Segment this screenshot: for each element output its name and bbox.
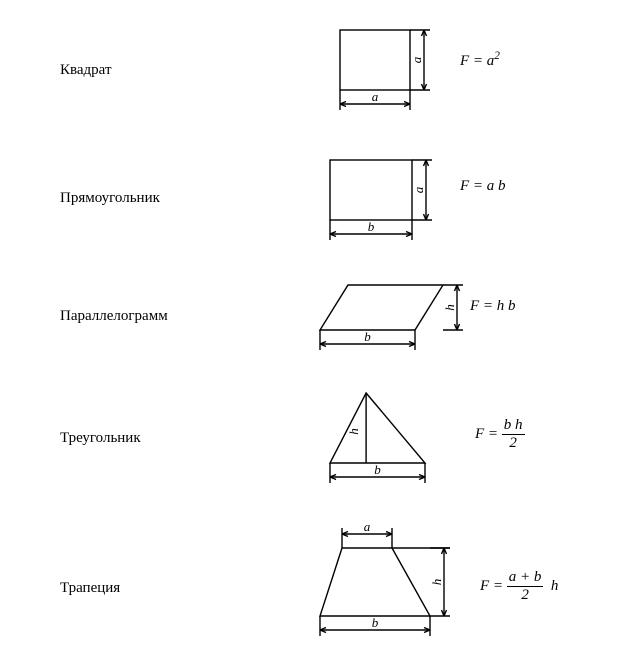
trapezoid-figure: a b h <box>305 520 505 660</box>
parallelogram-label: Параллелограмм <box>60 308 168 325</box>
svg-text:a: a <box>364 520 371 534</box>
svg-text:b: b <box>374 462 381 477</box>
square-label: Квадрат <box>60 62 112 79</box>
triangle-label: Треугольник <box>60 430 141 447</box>
svg-text:b: b <box>372 615 379 630</box>
trapezoid-formula: F = a + b2 h <box>480 570 558 603</box>
square-formula: F = a2 <box>460 50 500 70</box>
svg-text:h: h <box>442 304 457 311</box>
trapezoid-label: Трапеция <box>60 580 120 597</box>
svg-text:h: h <box>429 579 444 586</box>
svg-text:h: h <box>346 428 361 435</box>
triangle-formula: F = b h2 <box>475 418 525 451</box>
square-figure: aa <box>330 20 470 130</box>
rectangle-formula: F = a b <box>460 178 506 195</box>
rectangle-label: Прямоугольник <box>60 190 160 207</box>
rectangle-figure: ba <box>320 150 470 260</box>
triangle-figure: hb <box>320 385 480 500</box>
svg-text:a: a <box>411 186 426 193</box>
page: КвадратaaF = a2ПрямоугольникbaF = a bПар… <box>0 0 632 672</box>
parallelogram-figure: bh <box>310 275 480 370</box>
svg-text:b: b <box>364 329 371 344</box>
parallelogram-formula: F = h b <box>470 298 516 315</box>
svg-text:b: b <box>368 219 375 234</box>
svg-text:a: a <box>372 89 379 104</box>
svg-text:a: a <box>409 56 424 63</box>
